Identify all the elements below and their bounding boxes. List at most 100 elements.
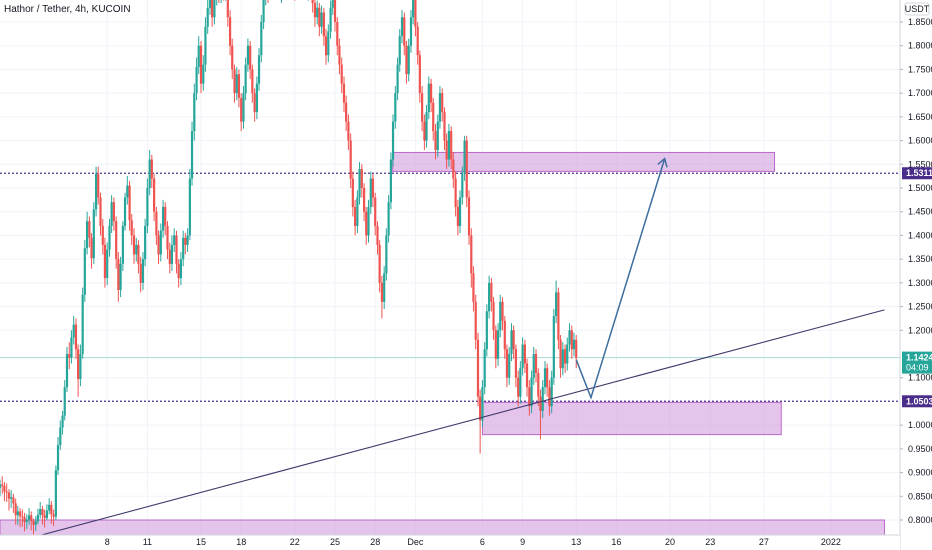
candle	[369, 171, 372, 215]
candle	[405, 40, 408, 84]
x-tick-label: 11	[143, 537, 152, 547]
candle	[362, 183, 366, 222]
candle-body	[144, 225, 147, 260]
candle-body	[182, 237, 185, 260]
candle	[157, 230, 160, 264]
candle-body	[199, 45, 203, 84]
candle-body	[126, 185, 129, 198]
candle	[434, 123, 437, 160]
candle-body	[99, 197, 102, 226]
candle	[438, 86, 442, 129]
candle	[68, 342, 71, 370]
candle	[153, 173, 156, 222]
trendline	[0, 309, 885, 547]
candle-body	[233, 69, 236, 94]
candle	[461, 166, 464, 205]
candle	[322, 7, 325, 46]
candle	[211, 0, 214, 27]
candle-body	[157, 235, 160, 255]
candles	[0, 0, 578, 535]
candle-body	[485, 311, 488, 350]
candle-body	[50, 504, 53, 515]
candle-body	[441, 93, 444, 113]
candle-body	[443, 112, 446, 141]
candle-body	[123, 197, 127, 226]
candle	[16, 505, 19, 525]
candle	[83, 240, 86, 302]
candle-body	[150, 159, 153, 179]
x-tick-label: 25	[330, 537, 340, 547]
candle	[387, 195, 390, 243]
candle	[396, 57, 399, 101]
candle-body	[374, 197, 377, 226]
candle	[48, 498, 51, 515]
level-badge	[902, 167, 932, 180]
candle-body	[83, 248, 86, 295]
candle-body	[336, 22, 339, 46]
candle-body	[342, 83, 346, 103]
candle-body	[7, 492, 11, 499]
candle	[351, 171, 354, 217]
candle-body	[403, 17, 406, 46]
candle	[150, 154, 153, 188]
candle	[409, 10, 413, 53]
y-tick-label: 1.5500	[908, 159, 932, 169]
y-tick-label: 0.8000	[908, 515, 932, 525]
candle	[186, 228, 189, 253]
candle-body	[86, 221, 89, 249]
candle	[206, 0, 209, 34]
candle	[228, 10, 232, 56]
candle-body	[188, 178, 191, 236]
candle-body	[257, 55, 261, 84]
candle	[108, 218, 111, 257]
x-tick-label: 20	[665, 537, 675, 547]
candle-body	[501, 301, 504, 321]
candle-body	[483, 349, 486, 388]
candle-body	[421, 93, 424, 122]
candle-body	[391, 121, 395, 160]
candle-body	[235, 74, 238, 94]
candle	[572, 332, 576, 357]
candle-body	[519, 368, 522, 397]
candle	[488, 275, 491, 319]
candle	[427, 76, 430, 120]
candle	[429, 78, 433, 113]
candle-body	[400, 17, 404, 37]
candle	[543, 361, 547, 395]
last-price-badge	[902, 351, 932, 374]
candle	[559, 335, 562, 378]
candle-body	[445, 140, 448, 160]
level-badge	[902, 395, 932, 408]
candle-body	[396, 64, 399, 94]
candle-body	[54, 470, 57, 517]
candle	[523, 339, 526, 373]
candle-body	[472, 273, 475, 302]
candle	[340, 57, 343, 94]
candle	[92, 202, 95, 264]
candle	[121, 221, 124, 271]
candle	[432, 97, 435, 141]
candle	[188, 169, 191, 241]
x-tick-label: 16	[611, 537, 621, 547]
candle	[166, 221, 169, 260]
candle	[318, 3, 321, 37]
candle-body	[94, 173, 98, 210]
candle-body	[463, 140, 466, 174]
candle	[21, 509, 24, 527]
candle-body	[112, 202, 116, 222]
candle	[342, 76, 346, 113]
candle	[521, 337, 524, 376]
candle-body	[351, 178, 354, 207]
candle-body	[195, 67, 198, 94]
candle-body	[385, 235, 388, 274]
candle-body	[228, 17, 232, 46]
candle-body	[416, 26, 419, 56]
candle-body	[563, 349, 567, 364]
candle	[568, 323, 571, 352]
candle	[126, 176, 129, 205]
candle	[233, 64, 236, 103]
candle	[479, 389, 482, 454]
candle-body	[432, 102, 435, 132]
